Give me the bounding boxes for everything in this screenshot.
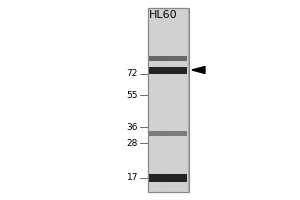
Text: 36: 36 bbox=[127, 122, 138, 132]
Text: 17: 17 bbox=[127, 173, 138, 182]
Bar bbox=[149, 131, 187, 136]
Bar bbox=[149, 56, 187, 61]
Text: 28: 28 bbox=[127, 138, 138, 148]
Text: 55: 55 bbox=[127, 90, 138, 99]
Bar bbox=[149, 174, 187, 182]
Text: HL60: HL60 bbox=[149, 10, 177, 20]
Bar bbox=[148, 8, 188, 192]
Text: 72: 72 bbox=[127, 70, 138, 78]
Polygon shape bbox=[192, 66, 205, 73]
Bar bbox=[148, 8, 188, 192]
Bar bbox=[149, 67, 187, 74]
